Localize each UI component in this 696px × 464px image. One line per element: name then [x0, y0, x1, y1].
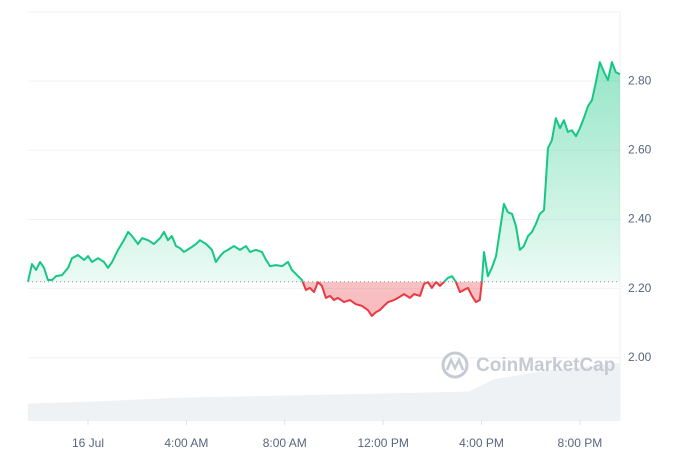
watermark: CoinMarketCap: [441, 351, 615, 379]
x-tick-label: 4:00 PM: [459, 436, 504, 450]
x-tick-label: 16 Jul: [72, 436, 104, 450]
x-tick-label: 8:00 AM: [263, 436, 307, 450]
x-tick-label: 4:00 AM: [164, 436, 208, 450]
x-tick-label: 8:00 PM: [558, 436, 603, 450]
area-up: [28, 62, 620, 282]
area-down: [28, 281, 620, 316]
x-tick-label: 12:00 PM: [357, 436, 408, 450]
y-tick-label: 2.60: [628, 142, 652, 156]
y-tick-label: 2.80: [628, 73, 652, 87]
watermark-text: CoinMarketCap: [476, 355, 615, 376]
y-tick-label: 2.00: [628, 350, 652, 364]
line-up: [27, 61, 621, 282]
volume-area: [28, 362, 620, 420]
y-tick-label: 2.40: [628, 212, 652, 226]
line-down: [27, 281, 483, 317]
y-tick-label: 2.20: [628, 281, 652, 295]
